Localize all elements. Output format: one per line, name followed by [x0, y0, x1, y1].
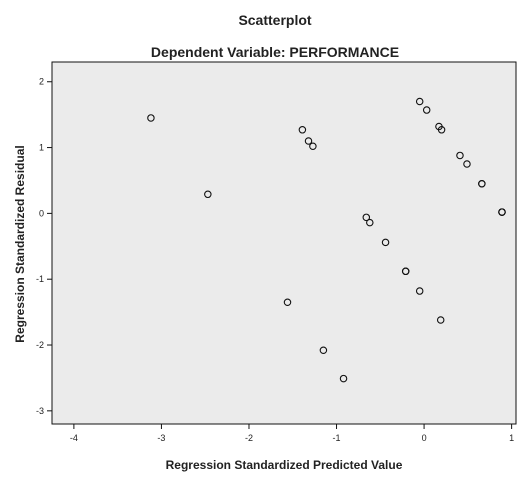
- scatter-point: [147, 114, 155, 122]
- scatter-point: [463, 160, 471, 168]
- y-tick-label: 1: [39, 143, 44, 153]
- y-axis: -3 -2 -1 0 1 2: [36, 77, 52, 416]
- chart-subtitle: Dependent Variable: PERFORMANCE: [151, 44, 399, 60]
- y-axis-label: Regression Standardized Residual: [13, 145, 27, 342]
- scatter-point: [319, 346, 328, 355]
- scatter-point: [415, 97, 424, 106]
- y-tick-label: -1: [36, 274, 44, 284]
- scatter-point: [298, 126, 307, 134]
- scatter-point: [381, 238, 390, 247]
- scatter-point: [309, 142, 317, 150]
- x-tick-label: 0: [422, 433, 427, 443]
- x-tick-label: 1: [509, 433, 514, 443]
- scatter-point: [339, 374, 348, 383]
- y-tick-label: -3: [36, 406, 44, 416]
- x-tick-label: -3: [157, 433, 165, 443]
- scatter-point: [362, 213, 371, 222]
- plot-area: [51, 61, 517, 425]
- x-tick-label: -1: [333, 433, 341, 443]
- scatter-point: [422, 106, 431, 114]
- chart-title: Scatterplot: [238, 12, 311, 28]
- scatter-point: [415, 287, 424, 295]
- scatter-point: [456, 151, 464, 160]
- scatter-point: [283, 298, 292, 306]
- x-axis: -4 -3 -2 -1 0 1: [70, 424, 514, 443]
- scatter-point: [436, 316, 445, 324]
- x-tick-label: -2: [245, 433, 253, 443]
- scatter-point: [204, 190, 212, 199]
- scatter-point: [304, 137, 313, 145]
- y-tick-label: 2: [39, 77, 44, 87]
- scatter-point: [478, 180, 486, 188]
- y-tick-label: -2: [36, 340, 44, 350]
- points-layer: [147, 97, 506, 383]
- x-tick-label: -4: [70, 433, 78, 443]
- scatter-point: [498, 208, 506, 216]
- y-tick-label: 0: [39, 208, 44, 218]
- scatter-point: [401, 267, 410, 276]
- scatter-point: [366, 218, 374, 227]
- x-axis-label: Regression Standardized Predicted Value: [166, 458, 403, 472]
- scatter-point: [437, 126, 446, 134]
